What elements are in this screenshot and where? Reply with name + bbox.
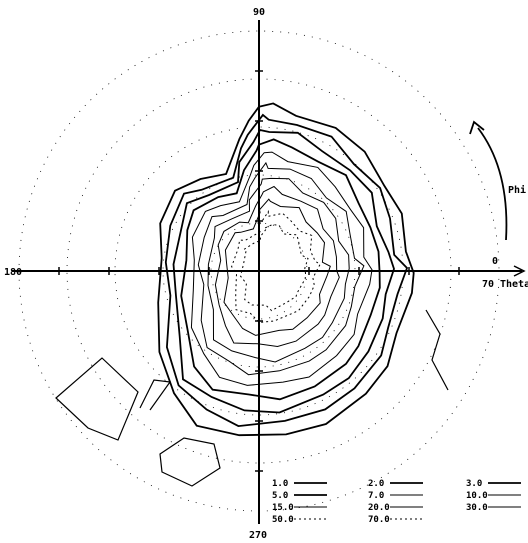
phi-arrow-icon — [469, 120, 485, 135]
theta-arrow-icon — [513, 265, 526, 277]
legend-label: 5.0 — [272, 491, 288, 501]
legend-label: 70.0 — [368, 515, 390, 525]
contour-level — [157, 102, 415, 437]
contour-level — [172, 128, 395, 414]
label-90: 90 — [253, 7, 265, 18]
contour-level — [164, 113, 409, 428]
legend-label: 30.0 — [466, 503, 488, 513]
contour-level — [180, 138, 381, 401]
contour-level — [197, 161, 365, 376]
legend-label: 10.0 — [466, 491, 488, 501]
label-270: 270 — [249, 530, 267, 541]
contour-level — [239, 224, 309, 312]
contour-level — [190, 151, 373, 386]
axes — [12, 20, 522, 524]
island-contour — [425, 309, 449, 391]
phi-arc — [477, 127, 508, 241]
label-theta: Theta — [500, 279, 528, 290]
legend-label: 7.0 — [368, 491, 384, 501]
label-180: 180 — [4, 267, 22, 278]
legend-label: 1.0 — [272, 479, 288, 489]
contour-lines — [157, 102, 415, 437]
legend-label: 2.0 — [368, 479, 384, 489]
label-theta-max: 70 — [482, 279, 494, 290]
island-contour — [55, 357, 139, 441]
legend-label: 15.0 — [272, 503, 294, 513]
contour-level — [231, 209, 321, 324]
axis-ticks — [58, 70, 460, 472]
label-phi: Phi — [508, 184, 526, 196]
label-0: 0 — [492, 256, 498, 267]
island-contour — [159, 437, 221, 487]
legend-label: 50.0 — [272, 515, 294, 525]
island-contour — [139, 379, 172, 411]
legend-label: 20.0 — [368, 503, 390, 513]
outer-contour-islands — [55, 309, 449, 487]
contour-level — [214, 185, 340, 348]
contour-legend: 1.0 2.0 3.0 5.0 7.0 10.0 15.0 20.0 30.0 50.0 70.0 — [272, 479, 521, 525]
contour-level — [223, 198, 331, 336]
legend-label: 3.0 — [466, 479, 482, 489]
contour-level — [207, 177, 350, 363]
